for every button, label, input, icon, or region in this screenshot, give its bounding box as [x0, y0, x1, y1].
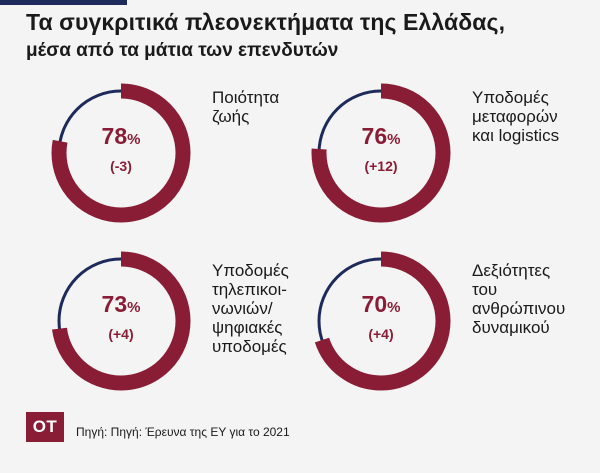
- donut-value-unit: %: [127, 299, 141, 316]
- donut-svg: [311, 251, 451, 391]
- donut-panel: 70% (+4): [306, 246, 600, 416]
- donut-value-label: 76%: [326, 123, 436, 153]
- donut-value-number: 73: [101, 291, 128, 317]
- donut-value-label: 78%: [66, 123, 176, 153]
- donut-value-arc: [311, 251, 451, 391]
- chart-subtitle: μέσα από τα μάτια των επενδυτών: [26, 40, 339, 61]
- donut-value-number: 76: [361, 123, 388, 149]
- donut-category-label: Ποιότητα ζωής: [212, 88, 280, 126]
- donut-value-arc: [51, 83, 191, 223]
- donut-value-unit: %: [127, 131, 141, 148]
- donut-value-arc: [51, 251, 191, 391]
- donut-center-label: 78% (-3): [66, 123, 176, 175]
- donut-category-label: Υποδομές τηλεπικοι- νωνιών/ ψηφιακές υπο…: [212, 261, 289, 356]
- donut-center-label: 76% (+12): [326, 123, 436, 175]
- donut-svg: [51, 83, 191, 223]
- donut-panel: 76% (+12): [306, 78, 600, 248]
- donut-ring: [306, 246, 456, 396]
- donut-center-label: 73% (+4): [66, 291, 176, 343]
- donut-value-label: 70%: [326, 291, 436, 321]
- donut-ring: [46, 78, 196, 228]
- donut-change-label: (+4): [108, 326, 134, 342]
- donut-value-unit: %: [387, 299, 401, 316]
- donut-change-label: (-3): [110, 158, 132, 174]
- donut-svg: [51, 251, 191, 391]
- donut-panel: 78% (-3): [46, 78, 346, 248]
- donut-value-number: 78: [101, 123, 128, 149]
- donut-change-label: (+4): [368, 326, 394, 342]
- donut-ring: [46, 246, 196, 396]
- donut-category-label: Υποδομές μεταφορών και logistics: [472, 88, 560, 145]
- donut-value-number: 70: [361, 291, 388, 317]
- donut-panel: 73% (+4): [46, 246, 346, 416]
- ot-logo: OT: [26, 412, 64, 442]
- donut-value-label: 73%: [66, 291, 176, 321]
- donut-svg: [311, 83, 451, 223]
- donut-center-label: 70% (+4): [326, 291, 436, 343]
- chart-title: Τα συγκριτικά πλεονεκτήματα της Ελλάδας,: [26, 9, 506, 35]
- donut-change-label: (+12): [364, 158, 398, 174]
- donut-value-arc: [311, 83, 451, 223]
- donut-ring: [306, 78, 456, 228]
- donut-value-unit: %: [387, 131, 401, 148]
- donut-category-label: Δεξιότητες του ανθρώπινου δυναμικού: [472, 261, 566, 337]
- source-note: Πηγή: Πηγή: Έρευνα της ΕΥ για το 2021: [76, 425, 290, 439]
- top-accent-bar: [0, 0, 127, 5]
